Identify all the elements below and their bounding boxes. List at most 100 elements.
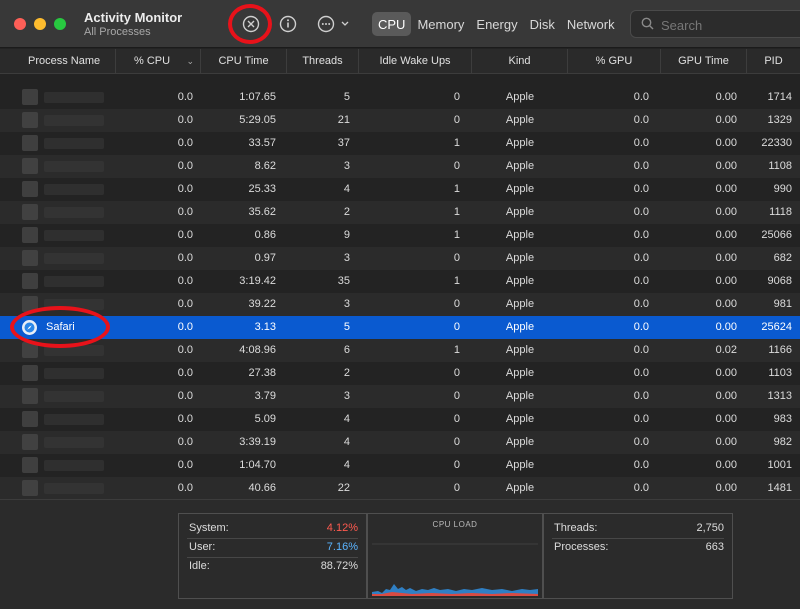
column-idle-wake-ups[interactable]: Idle Wake Ups <box>359 49 472 73</box>
process-name-cell <box>46 155 112 178</box>
table-row[interactable]: 0.0 4:08.96 6 1 Apple 0.0 0.02 1166 <box>0 339 800 362</box>
column-label: % CPU <box>134 55 171 67</box>
redacted-process-name <box>44 230 104 241</box>
cpu-cell: 0.0 <box>177 252 193 264</box>
kind-cell: Apple <box>505 367 535 379</box>
process-name-cell <box>46 178 112 201</box>
cpu-cell: 0.0 <box>177 183 193 195</box>
tab-cpu[interactable]: CPU <box>372 12 412 36</box>
inspect-button[interactable] <box>277 13 299 35</box>
cpu-load-graph <box>372 543 538 596</box>
stop-process-button[interactable] <box>240 13 262 35</box>
column-pid[interactable]: PID <box>747 49 800 73</box>
column-process-name[interactable]: Process Name <box>0 49 116 73</box>
process-icon <box>22 457 38 473</box>
table-row-selected[interactable]: Safari 0.0 3.13 5 0 Apple 0.0 0.00 25624 <box>0 316 800 339</box>
table-row[interactable]: 0.0 25.33 4 1 Apple 0.0 0.00 990 <box>0 178 800 201</box>
table-row[interactable]: 0.0 27.38 2 0 Apple 0.0 0.00 1103 <box>0 362 800 385</box>
pid-cell: 983 <box>773 413 792 425</box>
table-row[interactable]: 0.0 3:19.42 35 1 Apple 0.0 0.00 9068 <box>0 270 800 293</box>
tab-memory[interactable]: Memory <box>417 16 465 32</box>
column-cpu[interactable]: % CPU ⌄ <box>116 49 201 73</box>
pid-cell: 990 <box>773 183 792 195</box>
table-row[interactable]: 0.0 3.79 3 0 Apple 0.0 0.00 1313 <box>0 385 800 408</box>
table-row[interactable]: 0.0 33.57 37 1 Apple 0.0 0.00 22330 <box>0 132 800 155</box>
table-row[interactable]: 0.0 0.86 9 1 Apple 0.0 0.00 25066 <box>0 224 800 247</box>
kind-cell: Apple <box>505 298 535 310</box>
gpu-time-cell: 0.00 <box>715 367 737 379</box>
gpu-cell: 0.0 <box>633 183 649 195</box>
safari-compass-icon <box>22 320 37 335</box>
idle-cell: 0 <box>453 436 460 448</box>
cpu-cell: 0.0 <box>177 91 193 103</box>
gpu-cell: 0.0 <box>633 91 649 103</box>
tab-network[interactable]: Network <box>566 16 615 32</box>
table-row[interactable]: 0.0 0.97 3 0 Apple 0.0 0.00 682 <box>0 247 800 270</box>
more-actions-button[interactable] <box>316 13 352 35</box>
pid-cell: 1108 <box>768 160 792 172</box>
table-row[interactable]: 0.0 8.62 3 0 Apple 0.0 0.00 1108 <box>0 155 800 178</box>
processes-stat: Processes: 663 <box>554 538 724 556</box>
close-window-button[interactable] <box>14 18 26 30</box>
gpu-cell: 0.0 <box>633 413 649 425</box>
threads-cell: 5 <box>343 91 350 103</box>
cpu-time-cell: 1:04.70 <box>239 459 276 471</box>
column-gpu[interactable]: % GPU <box>568 49 661 73</box>
kind-cell: Apple <box>505 252 535 264</box>
process-icon <box>22 135 38 151</box>
system-label: System: <box>189 522 229 534</box>
table-row[interactable]: 0.0 35.62 2 1 Apple 0.0 0.00 1118 <box>0 201 800 224</box>
minimize-window-button[interactable] <box>34 18 46 30</box>
kind-cell: Apple <box>505 229 535 241</box>
process-name-cell <box>46 293 112 316</box>
column-cpu-time[interactable]: CPU Time <box>201 49 287 73</box>
cpu-cell: 0.0 <box>177 114 193 126</box>
table-row[interactable]: 0.0 40.66 22 0 Apple 0.0 0.00 1481 <box>0 477 800 499</box>
zoom-window-button[interactable] <box>54 18 66 30</box>
threads-cell: 3 <box>343 160 350 172</box>
cpu-cell: 0.0 <box>177 367 193 379</box>
table-row[interactable]: 0.0 3:39.19 4 0 Apple 0.0 0.00 982 <box>0 431 800 454</box>
redacted-process-name <box>44 460 104 471</box>
idle-cell: 0 <box>453 459 460 471</box>
gpu-time-cell: 0.00 <box>715 436 737 448</box>
table-row[interactable]: 0.0 5:29.05 21 0 Apple 0.0 0.00 1329 <box>0 109 800 132</box>
cpu-time-cell: 5:29.05 <box>239 114 276 126</box>
kind-cell: Apple <box>505 137 535 149</box>
idle-cell: 1 <box>453 344 460 356</box>
redacted-process-name <box>44 437 104 448</box>
system-stat: System: 4.12% <box>189 519 358 537</box>
idle-cell: 0 <box>453 390 460 402</box>
process-icon <box>22 158 38 174</box>
column-gpu-time[interactable]: GPU Time <box>661 49 747 73</box>
tab-bar: CPU Memory Energy Disk Network <box>372 11 621 37</box>
idle-cell: 0 <box>453 321 460 333</box>
cpu-time-cell: 4:08.96 <box>239 344 276 356</box>
cpu-time-cell: 1:07.65 <box>239 91 276 103</box>
cpu-time-cell: 3.79 <box>254 390 276 402</box>
search-icon <box>641 17 654 30</box>
idle-stat: Idle: 88.72% <box>189 557 358 575</box>
cpu-time-cell: 0.97 <box>254 252 276 264</box>
tab-disk[interactable]: Disk <box>529 16 555 32</box>
search-input[interactable] <box>659 15 800 35</box>
table-row[interactable]: 0.0 5.09 4 0 Apple 0.0 0.00 983 <box>0 408 800 431</box>
search-field[interactable] <box>630 10 800 38</box>
threads-cell: 37 <box>337 137 350 149</box>
gpu-time-cell: 0.00 <box>715 252 737 264</box>
column-threads[interactable]: Threads <box>287 49 359 73</box>
table-row[interactable]: 0.0 39.22 3 0 Apple 0.0 0.00 981 <box>0 293 800 316</box>
cpu-summary-area: System: 4.12% User: 7.16% Idle: 88.72% C… <box>0 499 800 609</box>
cpu-time-cell: 3:39.19 <box>239 436 276 448</box>
process-name-cell <box>46 454 112 477</box>
redacted-process-name <box>44 276 104 287</box>
process-name-cell <box>46 109 112 132</box>
threads-value: 2,750 <box>696 522 724 534</box>
table-row[interactable]: 0.0 1:07.65 5 0 Apple 0.0 0.00 1714 <box>0 86 800 109</box>
tab-energy[interactable]: Energy <box>476 16 518 32</box>
cpu-time-cell: 25.33 <box>248 183 276 195</box>
column-kind[interactable]: Kind <box>472 49 568 73</box>
table-row[interactable]: 0.0 1:04.70 4 0 Apple 0.0 0.00 1001 <box>0 454 800 477</box>
gpu-cell: 0.0 <box>633 137 649 149</box>
gpu-cell: 0.0 <box>633 390 649 402</box>
